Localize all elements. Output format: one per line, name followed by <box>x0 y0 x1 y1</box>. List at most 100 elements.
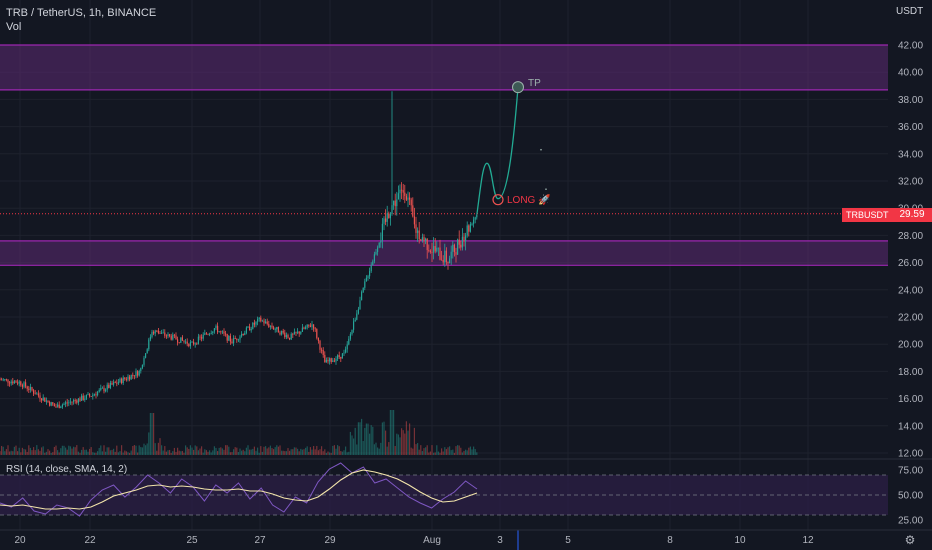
candle-body <box>178 342 180 344</box>
volume-bar <box>322 451 324 455</box>
candle-body <box>161 332 163 334</box>
candle-body <box>289 337 291 340</box>
candle-body <box>197 336 199 344</box>
candle-body <box>180 337 182 343</box>
volume-bar <box>146 443 148 455</box>
settings-gear-icon[interactable]: ⚙ <box>905 533 916 547</box>
candle-body <box>428 250 430 251</box>
volume-bar <box>330 452 332 455</box>
candle-body <box>145 353 147 358</box>
y-tick-label: 38.00 <box>898 95 923 106</box>
y-tick-label: 18.00 <box>898 367 923 378</box>
candle-body <box>252 322 254 329</box>
candle-body <box>386 213 388 222</box>
candle-body <box>122 377 124 384</box>
volume-bar <box>138 445 140 455</box>
candle-body <box>65 402 67 404</box>
y-tick-label: 28.00 <box>898 231 923 242</box>
candle-body <box>170 335 172 340</box>
volume-bar <box>367 423 369 455</box>
candle-body <box>410 199 412 206</box>
volume-bar <box>119 451 121 455</box>
volume-bar <box>145 445 147 455</box>
candle-body <box>146 349 148 354</box>
volume-bar <box>106 447 108 455</box>
x-tick-label: 22 <box>84 535 96 546</box>
volume-bar <box>114 451 116 455</box>
candle-body <box>249 326 251 331</box>
candle-body <box>314 328 316 330</box>
volume-bar <box>127 452 129 455</box>
candle-body <box>111 382 113 385</box>
candle-body <box>357 309 359 314</box>
candle-body <box>205 333 207 335</box>
volume-bar <box>84 449 86 455</box>
candle-body <box>119 378 121 383</box>
volume-bar <box>122 452 124 455</box>
candle-body <box>26 386 28 389</box>
candle-body <box>458 239 460 245</box>
candle-body <box>255 321 257 325</box>
volume-bar <box>79 452 81 455</box>
volume-bar <box>226 445 228 455</box>
volume-bar <box>252 448 254 455</box>
candle-body <box>29 386 31 390</box>
volume-bar <box>61 445 63 455</box>
candle-body <box>367 276 369 278</box>
long-entry-marker <box>492 194 504 206</box>
volume-bar <box>113 448 115 455</box>
volume-bar <box>378 448 380 455</box>
candle-body <box>13 381 15 384</box>
volume-bar <box>45 451 47 455</box>
candle-body <box>269 325 271 327</box>
candle-body <box>471 223 473 225</box>
volume-bar <box>15 445 17 455</box>
rsi-line <box>0 462 478 517</box>
candle-body <box>474 217 476 220</box>
candle-body <box>348 338 350 345</box>
candle-body <box>441 259 443 261</box>
volume-bar <box>129 452 131 455</box>
volume-bar <box>442 451 444 455</box>
volume-bar <box>329 452 331 455</box>
volume-bar <box>474 449 476 455</box>
volume-bar <box>399 437 401 455</box>
volume-bar <box>33 447 35 455</box>
candle-body <box>57 404 59 407</box>
volume-bar <box>196 446 198 455</box>
volume-bar <box>271 448 273 455</box>
volume-bar <box>373 444 375 455</box>
volume-bar <box>52 452 54 455</box>
candle-body <box>236 338 238 340</box>
volume-bar <box>324 449 326 455</box>
candle-body <box>466 225 468 236</box>
candle-body <box>7 379 9 383</box>
candle-body <box>452 244 454 252</box>
volume-bar <box>333 445 335 455</box>
candle-body <box>223 331 225 334</box>
candle-body <box>412 205 414 217</box>
volume-bar <box>394 446 396 455</box>
candle-body <box>242 333 244 336</box>
candle-body <box>143 357 145 365</box>
volume-bar <box>476 452 478 455</box>
candle-body <box>199 336 201 338</box>
volume-bar <box>306 446 308 455</box>
candle-body <box>295 331 297 333</box>
volume-bar <box>469 446 471 455</box>
candle-body <box>354 319 356 322</box>
candle-body <box>84 398 86 400</box>
price-zones <box>0 44 888 266</box>
volume-bar <box>213 446 215 455</box>
long-entry-label: LONG 🚀 <box>507 195 551 206</box>
candle-body <box>100 388 102 390</box>
volume-bar <box>71 448 73 455</box>
candle-body <box>234 338 236 339</box>
volume-bar <box>418 449 420 455</box>
candle-body <box>58 404 60 409</box>
volume-bar <box>36 445 38 455</box>
volume-bar <box>170 452 172 455</box>
volume-bar <box>473 446 475 455</box>
volume-bar <box>287 448 289 455</box>
